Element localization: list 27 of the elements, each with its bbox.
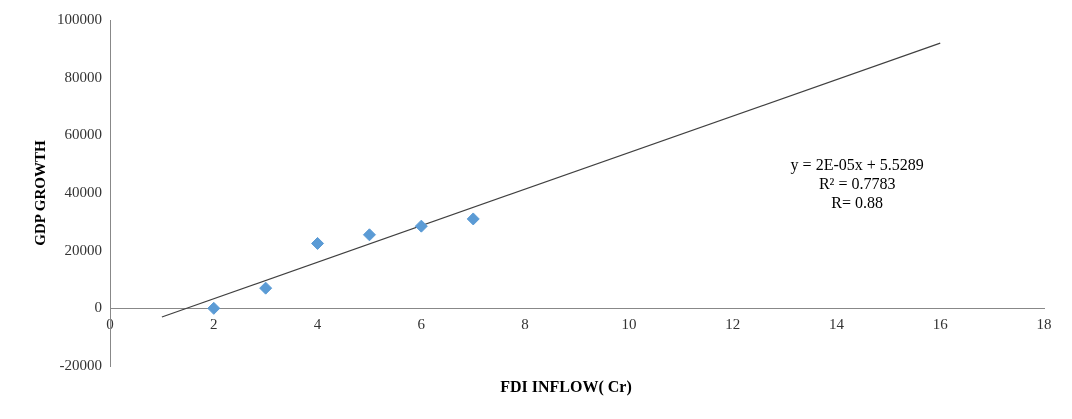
y-tick-label: 100000 <box>57 10 102 27</box>
annotation: R= 0.88 <box>831 194 884 211</box>
x-tick-label: 12 <box>725 316 741 333</box>
point <box>414 219 428 233</box>
x-tick-label: 8 <box>521 316 529 333</box>
x-tick-label: 18 <box>1036 316 1052 333</box>
point <box>259 281 273 295</box>
x-tick-label: 10 <box>621 316 637 333</box>
point <box>466 212 480 226</box>
y-tick-label: 0 <box>94 299 102 316</box>
y-tick-label: 40000 <box>64 183 102 200</box>
x-tick-label: 2 <box>210 316 218 333</box>
x-axis-title: FDI INFLOW( Cr) <box>499 378 633 396</box>
point <box>362 228 376 242</box>
point <box>311 236 325 250</box>
y-tick-label: 80000 <box>64 68 102 85</box>
x-tick-label: 4 <box>313 316 322 333</box>
y-axis-title: GDP GROWTH <box>31 139 48 246</box>
y-tick-label: 60000 <box>64 126 102 143</box>
point <box>207 301 221 315</box>
annotation: y = 2E-05x + 5.5289 <box>790 156 924 174</box>
y-tick-label: 20000 <box>64 241 102 258</box>
y-tick-label: -20000 <box>59 356 102 373</box>
annotation: R² = 0.7783 <box>818 175 896 192</box>
x-tick-label: 6 <box>417 316 426 333</box>
x-tick-label: 16 <box>932 316 949 333</box>
x-tick-label: 14 <box>828 316 845 333</box>
